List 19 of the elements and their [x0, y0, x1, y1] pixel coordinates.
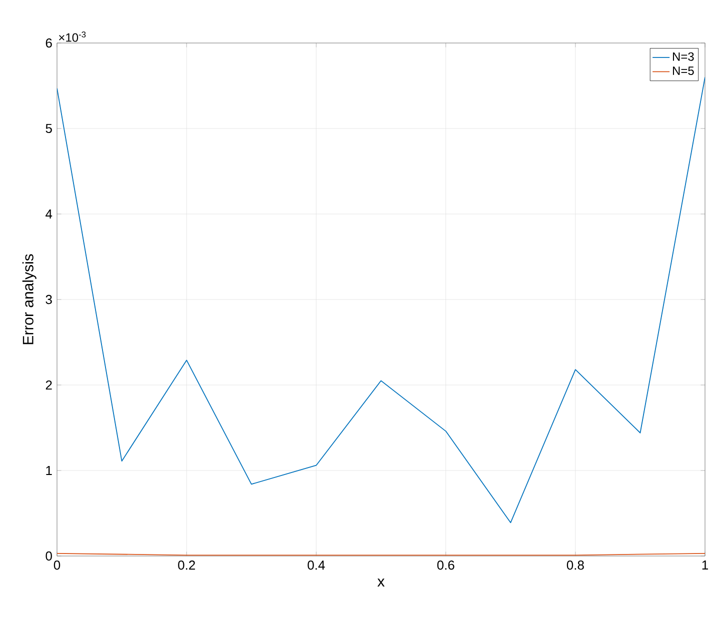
y-tick-label: 6	[46, 38, 52, 48]
y-tick-label: 2	[46, 380, 52, 390]
x-tick-label: 0.6	[437, 560, 454, 570]
x-tick-label: 0.4	[308, 560, 325, 570]
y-tick-label: 0	[46, 551, 52, 561]
line-series	[57, 76, 706, 524]
legend-label: N=3	[672, 52, 694, 61]
x-tick-label: 0.8	[566, 560, 584, 570]
x-tick-label: 0.2	[178, 560, 195, 570]
x-axis-title: x	[377, 578, 385, 587]
y-axis-title: Error analysis	[22, 254, 36, 344]
text: ×10$^{-3}$	[59, 31, 86, 42]
y-tick-label: 3	[46, 294, 52, 304]
legend-label: N=5	[672, 66, 694, 76]
y-tick-label: 5	[46, 124, 52, 134]
y-tick-label: 4	[46, 210, 52, 218]
x-tick-label: 1	[702, 560, 708, 570]
y-tick-label: 1	[46, 466, 52, 475]
x-tick-label: 0	[54, 560, 60, 570]
